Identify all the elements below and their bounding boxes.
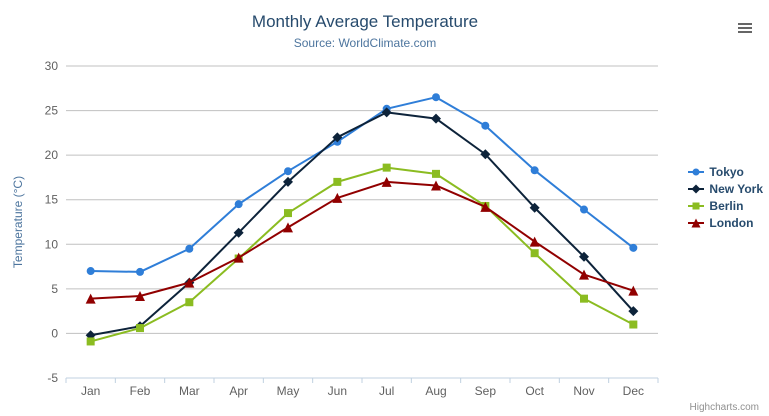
legend-item-label: Tokyo — [709, 164, 744, 179]
y-axis-tick-label: 10 — [45, 237, 59, 251]
x-axis-tick-label: Feb — [130, 384, 151, 398]
series-point-marker[interactable] — [283, 222, 293, 233]
series-point-marker[interactable] — [86, 337, 95, 346]
series-point-marker[interactable] — [136, 324, 144, 333]
series-point-marker[interactable] — [579, 269, 589, 280]
series-point-marker[interactable] — [579, 251, 589, 262]
hamburger-icon — [737, 23, 753, 33]
credits-link[interactable]: Highcharts.com — [689, 402, 759, 413]
x-axis-tick-label: Dec — [623, 384, 644, 398]
series-point-marker[interactable] — [432, 93, 440, 102]
series-point-marker[interactable] — [480, 201, 491, 212]
x-axis-tick-label: Jan — [81, 384, 100, 398]
series-point-marker[interactable] — [431, 113, 441, 124]
legend-item-london[interactable]: London — [688, 214, 763, 231]
y-axis-tick-label: 5 — [51, 282, 58, 296]
series-point-marker[interactable] — [629, 243, 638, 252]
legend-item-label: New York — [709, 181, 763, 196]
legend-item-new-york[interactable]: New York — [688, 180, 763, 197]
x-axis-tick-label: Aug — [425, 384, 446, 398]
series-line — [89, 180, 635, 300]
series-point-marker[interactable] — [529, 236, 540, 247]
series-point-marker[interactable] — [629, 320, 638, 329]
y-axis-tick-label: 30 — [45, 59, 59, 73]
legend-item-berlin[interactable]: Berlin — [688, 197, 763, 214]
series-point-marker[interactable] — [284, 209, 292, 218]
y-axis-tick-label: -5 — [47, 371, 58, 385]
series-point-marker[interactable] — [136, 267, 144, 276]
series-point-marker — [692, 168, 700, 175]
series-point-marker[interactable] — [85, 293, 96, 304]
series-point-marker[interactable] — [381, 176, 392, 187]
series-new-york — [85, 107, 639, 341]
series-point-marker[interactable] — [135, 290, 145, 301]
series-point-marker[interactable] — [382, 163, 391, 172]
diamond-marker-icon — [688, 184, 705, 193]
series-point-marker — [691, 184, 701, 193]
series-point-marker[interactable] — [530, 166, 539, 175]
x-axis-tick-label: Mar — [179, 384, 200, 398]
x-axis-tick-label: Sep — [475, 384, 497, 398]
series-point-marker[interactable] — [284, 167, 292, 176]
series-point-marker[interactable] — [381, 107, 392, 118]
y-axis-tick-label: 0 — [51, 326, 58, 340]
series-point-marker[interactable] — [580, 294, 588, 303]
series-point-marker[interactable] — [628, 306, 639, 317]
series-point-marker[interactable] — [86, 267, 95, 276]
series-point-marker[interactable] — [530, 249, 539, 258]
series-line — [89, 166, 635, 343]
chart-subtitle: Source: WorldClimate.com — [293, 36, 437, 50]
x-axis-tick-label: May — [277, 384, 300, 398]
x-axis-tick-label: Nov — [573, 384, 594, 398]
series-point-marker[interactable] — [628, 285, 639, 296]
x-axis-tick-label: Jul — [379, 384, 394, 398]
y-axis-tick-label: 20 — [45, 148, 59, 162]
legend-item-tokyo[interactable]: Tokyo — [688, 163, 763, 180]
x-axis-tick-label: Apr — [229, 384, 248, 398]
series-line — [89, 96, 635, 273]
legend-item-label: London — [709, 215, 754, 230]
series-point-marker[interactable] — [233, 252, 244, 263]
series-point-marker[interactable] — [431, 180, 441, 191]
chart-title: Monthly Average Temperature — [251, 12, 479, 31]
series-london — [85, 176, 639, 304]
circle-marker-icon — [688, 168, 705, 175]
x-axis-tick-label: Oct — [525, 384, 544, 398]
y-axis-tick-label: 25 — [45, 104, 59, 118]
x-axis-tick-label: Jun — [328, 384, 347, 398]
series-point-marker[interactable] — [332, 132, 343, 143]
series-point-marker — [692, 202, 700, 209]
series-point-marker[interactable] — [233, 227, 244, 238]
series-tokyo — [86, 93, 638, 276]
series-point-marker[interactable] — [580, 205, 588, 214]
series-point-marker[interactable] — [185, 244, 194, 253]
y-axis-tick-label: 15 — [45, 193, 59, 207]
series-point-marker[interactable] — [184, 277, 195, 288]
series-point-marker — [691, 218, 701, 227]
series-point-marker[interactable] — [480, 149, 491, 160]
chart-legend: Tokyo New York Berlin London — [688, 163, 763, 231]
series-point-marker[interactable] — [332, 192, 343, 203]
series-point-marker[interactable] — [529, 202, 540, 213]
series-point-marker[interactable] — [283, 176, 293, 187]
series-point-marker[interactable] — [234, 200, 243, 209]
series-line — [89, 111, 635, 337]
legend-item-label: Berlin — [709, 198, 744, 213]
chart-context-menu-button[interactable] — [735, 19, 755, 37]
y-axis-title: Temperature (°C) — [11, 176, 25, 268]
series-point-marker[interactable] — [432, 169, 440, 178]
series-point-marker[interactable] — [333, 177, 342, 186]
triangle-marker-icon — [688, 218, 705, 227]
square-marker-icon — [688, 202, 705, 209]
series-point-marker[interactable] — [185, 298, 194, 307]
series-point-marker[interactable] — [481, 121, 490, 130]
